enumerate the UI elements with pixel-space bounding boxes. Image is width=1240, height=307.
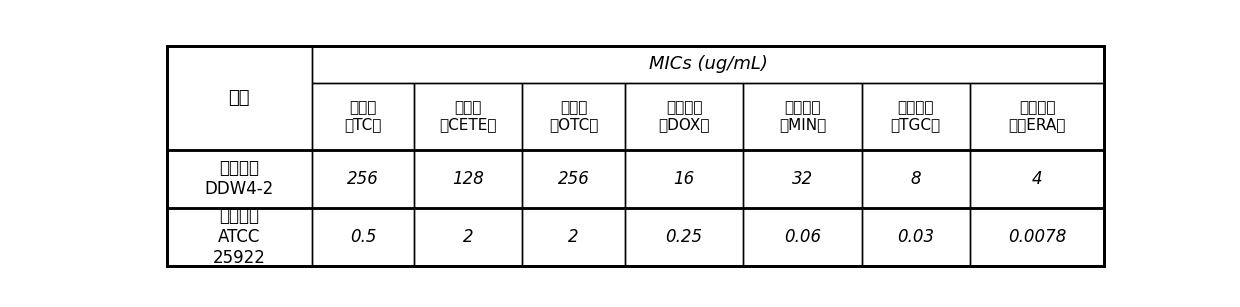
Bar: [522, 208, 625, 266]
Text: 米诺环素
（MIN）: 米诺环素 （MIN）: [779, 100, 826, 132]
Bar: [625, 150, 743, 208]
Bar: [414, 150, 522, 208]
Text: 32: 32: [792, 170, 813, 188]
Bar: [414, 83, 522, 150]
Text: 替加环素
（TGC）: 替加环素 （TGC）: [890, 100, 941, 132]
Text: 0.06: 0.06: [784, 228, 821, 246]
Text: 256: 256: [558, 170, 589, 188]
Text: 0.5: 0.5: [350, 228, 377, 246]
Bar: [743, 208, 862, 266]
Text: 0.03: 0.03: [898, 228, 935, 246]
Text: 大肠杆菌
ATCC
25922: 大肠杆菌 ATCC 25922: [213, 207, 265, 267]
Text: 2: 2: [463, 228, 474, 246]
Bar: [522, 150, 625, 208]
Bar: [166, 46, 312, 150]
Bar: [862, 83, 970, 150]
Text: 0.0078: 0.0078: [1008, 228, 1066, 246]
Bar: [522, 83, 625, 150]
Bar: [970, 208, 1105, 266]
Bar: [625, 83, 743, 150]
Bar: [970, 83, 1105, 150]
Text: 金黄杆菌
DDW4-2: 金黄杆菌 DDW4-2: [205, 159, 274, 198]
Bar: [312, 83, 414, 150]
Text: 4: 4: [1032, 170, 1043, 188]
Bar: [312, 208, 414, 266]
Text: 伊拉瓦环
素（ERA）: 伊拉瓦环 素（ERA）: [1008, 100, 1065, 132]
Bar: [312, 150, 414, 208]
Bar: [743, 150, 862, 208]
Bar: [414, 208, 522, 266]
Text: 256: 256: [347, 170, 379, 188]
Text: 2: 2: [568, 228, 579, 246]
Text: 四环素
（TC）: 四环素 （TC）: [345, 100, 382, 132]
Bar: [743, 83, 862, 150]
Bar: [166, 150, 312, 208]
Text: 128: 128: [453, 170, 485, 188]
Text: 菌株: 菌株: [228, 89, 250, 107]
Bar: [312, 46, 1105, 83]
Text: 多西环素
（DOX）: 多西环素 （DOX）: [658, 100, 709, 132]
Text: 土露素
（OTC）: 土露素 （OTC）: [549, 100, 598, 132]
Text: 金露素
（CETE）: 金露素 （CETE）: [440, 100, 497, 132]
Bar: [166, 208, 312, 266]
Text: 0.25: 0.25: [666, 228, 703, 246]
Bar: [862, 150, 970, 208]
Text: 16: 16: [673, 170, 694, 188]
Bar: [625, 208, 743, 266]
Bar: [970, 150, 1105, 208]
Text: 8: 8: [910, 170, 921, 188]
Text: MICs (ug/mL): MICs (ug/mL): [649, 56, 768, 73]
Bar: [862, 208, 970, 266]
